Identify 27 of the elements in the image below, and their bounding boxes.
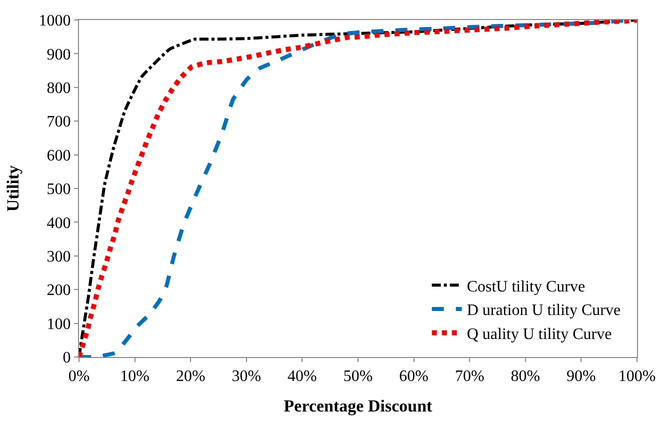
y-tick-label: 0 xyxy=(62,350,71,367)
x-tick-label: 0% xyxy=(68,368,90,386)
y-tick-label: 100 xyxy=(46,316,71,333)
legend-label: Q uality U tility Curve xyxy=(466,326,612,343)
x-tick-label: 80% xyxy=(510,368,540,386)
y-tick-label: 500 xyxy=(46,181,71,198)
x-tick-label: 90% xyxy=(566,368,596,386)
y-tick-label: 400 xyxy=(46,214,71,232)
y-tick-label: 1000 xyxy=(38,12,71,30)
y-tick-label: 700 xyxy=(46,114,71,131)
x-tick-label: 20% xyxy=(176,368,206,386)
x-tick-label: 70% xyxy=(454,368,484,386)
x-tick-label: 60% xyxy=(399,368,428,386)
legend-label: CostU tility Curve xyxy=(466,278,586,296)
x-tick-label: 30% xyxy=(232,368,262,386)
x-tick-label: 40% xyxy=(288,368,317,386)
x-tick-label: 10% xyxy=(120,368,150,386)
x-axis-title: Percentage Discount xyxy=(284,396,433,416)
y-tick-label: 300 xyxy=(46,248,71,266)
x-tick-label: 50% xyxy=(343,368,373,386)
y-tick-label: 200 xyxy=(46,282,71,300)
x-tick-label: 100% xyxy=(618,368,656,386)
y-tick-label: 900 xyxy=(46,46,71,64)
legend-label: D uration U tility Curve xyxy=(466,302,621,320)
y-axis-title: Utility xyxy=(3,164,22,212)
y-tick-label: 600 xyxy=(46,147,71,164)
y-tick-label: 800 xyxy=(46,80,71,97)
